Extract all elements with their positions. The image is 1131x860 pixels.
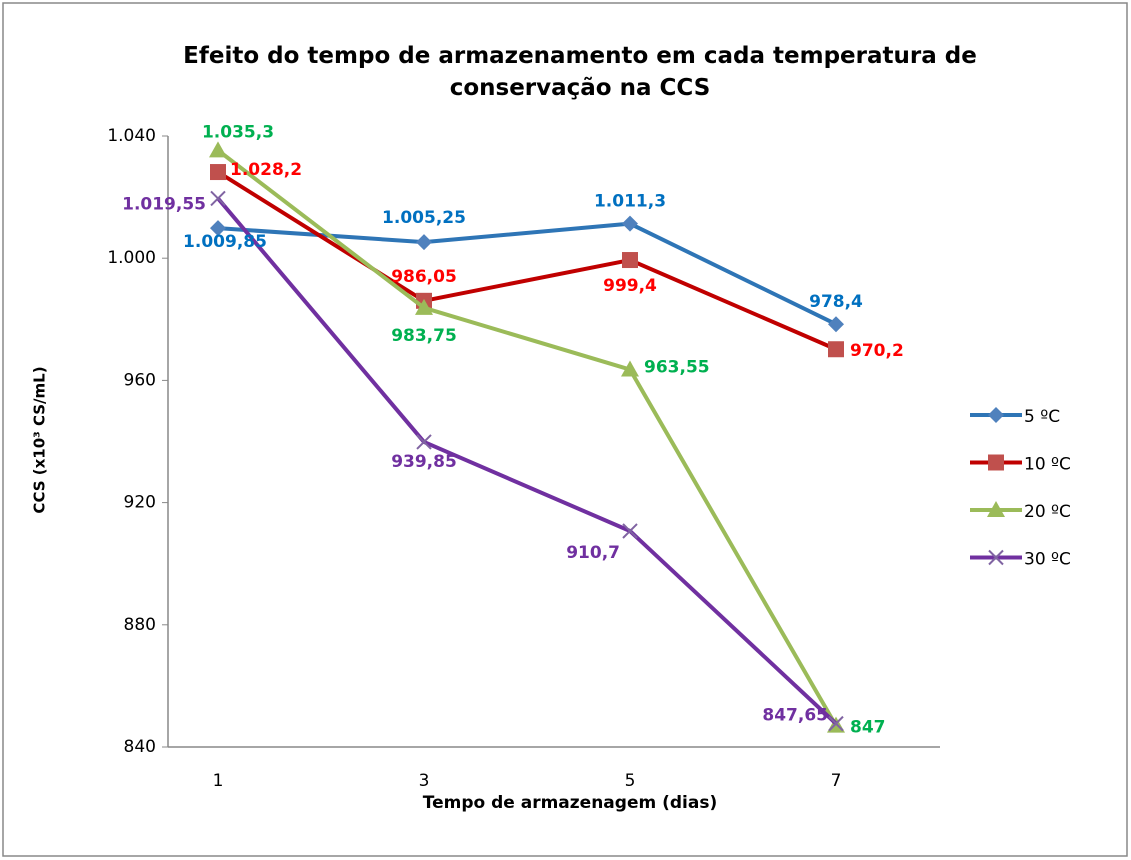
- series-line: [216, 170, 837, 352]
- data-label: 978,4: [809, 292, 863, 312]
- y-tick-label: 1.040: [107, 126, 156, 146]
- series-line: [216, 148, 838, 727]
- data-point: [416, 434, 432, 450]
- y-axis-label: CCS (x10³ CS/mL): [31, 366, 49, 513]
- legend-marker: [987, 501, 1005, 517]
- data-label: 963,55: [644, 358, 710, 378]
- data-label: 939,85: [391, 452, 457, 472]
- data-point: [622, 252, 638, 269]
- legend-label: 10 ºC: [1024, 455, 1071, 475]
- y-tick-label: 1.000: [107, 248, 156, 268]
- y-tick-label: 920: [124, 493, 156, 513]
- data-point: [828, 341, 844, 358]
- data-label: 1.005,25: [382, 208, 466, 228]
- data-point: [209, 141, 227, 158]
- data-label: 847,65: [762, 706, 828, 726]
- data-label: 983,75: [391, 326, 457, 346]
- data-point: [210, 190, 226, 207]
- x-tick-label: 5: [625, 771, 636, 791]
- legend-marker: [988, 454, 1004, 471]
- legend-label: 20 ºC: [1024, 502, 1071, 522]
- y-tick-label: 840: [124, 737, 156, 757]
- data-label: 1.035,3: [202, 122, 274, 142]
- data-label: 1.028,2: [230, 160, 302, 180]
- legend-marker: [988, 549, 1004, 566]
- data-point: [415, 298, 433, 315]
- legend-marker: [988, 407, 1004, 423]
- data-label: 1.019,55: [122, 194, 206, 214]
- data-point: [621, 360, 639, 377]
- data-label: 910,7: [566, 543, 620, 563]
- data-point: [828, 316, 844, 333]
- data-point: [622, 523, 638, 539]
- x-tick-label: 7: [831, 771, 842, 791]
- data-label: 986,05: [391, 267, 457, 287]
- x-tick-label: 3: [419, 771, 430, 791]
- data-point: [828, 715, 844, 732]
- data-point: [416, 234, 432, 251]
- data-label: 999,4: [603, 276, 657, 296]
- data-label: 1.011,3: [594, 192, 666, 212]
- x-axis-label: Tempo de armazenagem (dias): [423, 793, 717, 813]
- data-point: [622, 215, 638, 232]
- data-label: 847: [850, 718, 886, 738]
- legend-label: 5 ºC: [1024, 407, 1060, 427]
- y-tick-label: 880: [124, 615, 156, 635]
- legend-label: 30 ºC: [1024, 550, 1071, 570]
- data-point: [210, 220, 226, 237]
- x-tick-label: 1: [213, 771, 224, 791]
- y-tick-label: 960: [124, 370, 156, 390]
- series-line: [216, 197, 838, 726]
- data-point: [210, 164, 226, 181]
- chart-title: Efeito do tempo de armazenamento em cada…: [183, 43, 977, 101]
- data-label: 970,2: [850, 341, 904, 361]
- data-label: 1.009,85: [183, 232, 267, 252]
